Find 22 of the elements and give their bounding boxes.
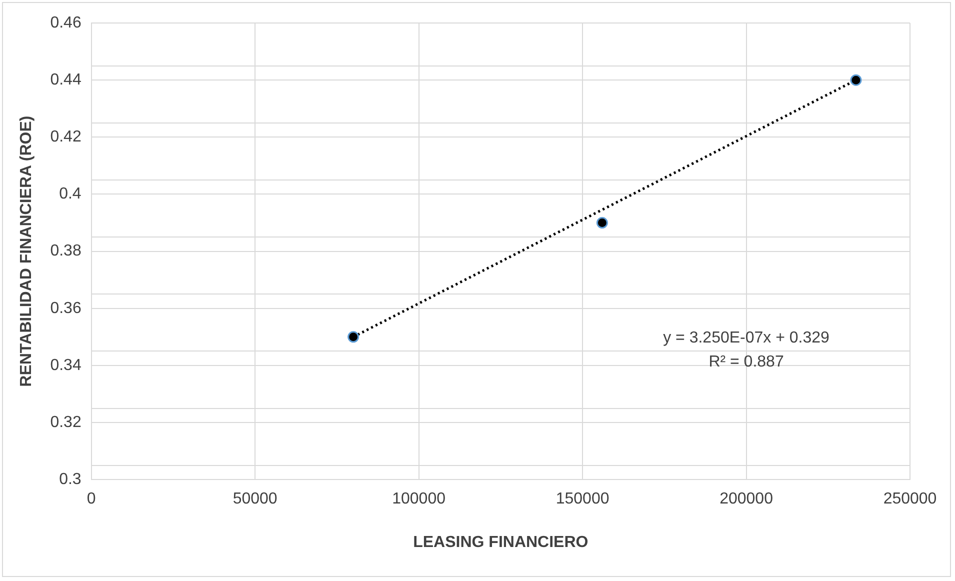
x-tick-label: 250000 <box>883 490 937 508</box>
x-tick-label: 150000 <box>556 490 610 508</box>
y-tick-label: 0.4 <box>59 186 82 203</box>
annotation: R² = 0.887 <box>708 354 784 371</box>
y-tick-label: 0.38 <box>50 242 82 260</box>
point <box>596 217 608 229</box>
y-tick-label: 0.44 <box>50 71 82 88</box>
y-tick-label: 0.3 <box>59 471 82 488</box>
point <box>348 331 360 343</box>
y-tick-label: 0.32 <box>50 414 82 431</box>
y-tick-label: 0.34 <box>50 356 82 374</box>
x-axis-title: LEASING FINANCIERO <box>413 534 588 551</box>
annotation: y = 3.250E-07x + 0.329 <box>663 330 830 347</box>
y-tick-label: 0.36 <box>50 300 82 317</box>
y-tick-label: 0.46 <box>50 14 82 32</box>
point <box>850 74 862 86</box>
x-tick-label: 200000 <box>720 490 774 508</box>
x-tick-label: 100000 <box>392 490 446 508</box>
x-tick-label: 50000 <box>232 490 278 508</box>
y-axis-title: RENTABILIDAD FINANCIERA (ROE) <box>18 116 36 387</box>
x-tick-label: 0 <box>86 490 96 508</box>
y-tick-label: 0.42 <box>50 128 82 146</box>
